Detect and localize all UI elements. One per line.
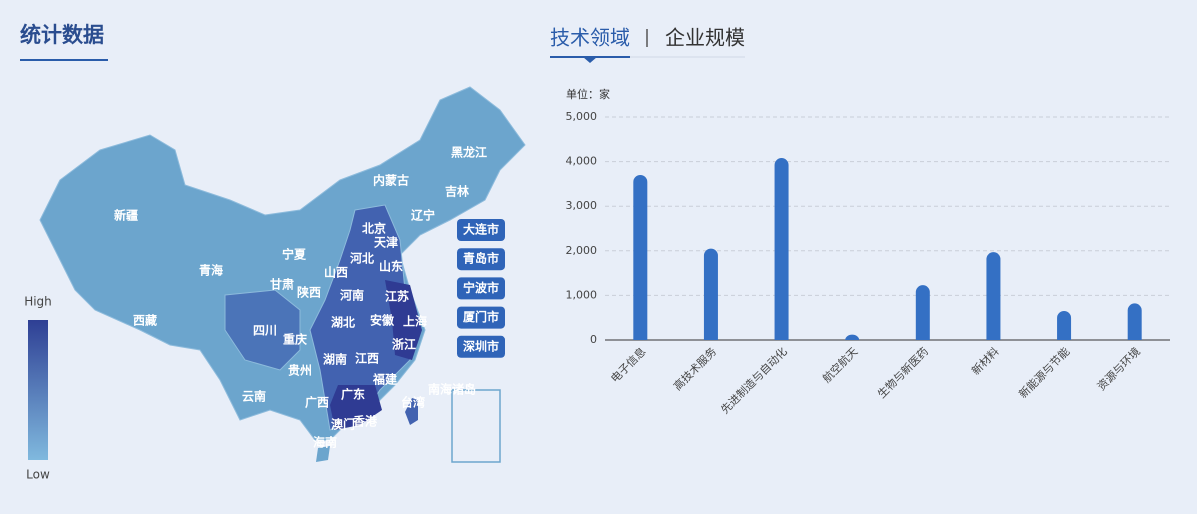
- province-label: 重庆: [283, 332, 307, 347]
- province-label: 湖北: [331, 315, 355, 330]
- map-inset: [451, 389, 501, 463]
- map: [39, 86, 526, 463]
- province-label: 四川: [253, 324, 277, 338]
- province-label: 福建: [372, 372, 398, 387]
- province-label: 贵州: [288, 363, 312, 378]
- x-tick-label: 航空航天: [819, 344, 860, 385]
- province-label: 青海: [199, 263, 223, 278]
- x-tick-label: 新材料: [968, 344, 1001, 377]
- x-tick-label: 高技术服务: [670, 344, 719, 393]
- map-region: [385, 280, 422, 360]
- tab[interactable]: 企业规模: [665, 26, 745, 50]
- city-button-label[interactable]: 宁波市: [463, 280, 499, 295]
- province-label: 台湾: [401, 395, 425, 410]
- bar: [845, 334, 860, 340]
- x-tick-label: 生物与新医药: [874, 344, 931, 401]
- tab-active[interactable]: 技术领域: [550, 26, 630, 50]
- province-label: 海南: [313, 435, 337, 450]
- y-tick-label: 2,000: [566, 244, 598, 257]
- bar: [1057, 311, 1072, 340]
- province-label: 江西: [355, 351, 379, 366]
- y-tick-label: 1,000: [566, 288, 598, 301]
- city-button[interactable]: [457, 335, 505, 358]
- city-button[interactable]: [457, 219, 505, 241]
- province-label: 广西: [305, 395, 329, 410]
- bar: [915, 285, 930, 340]
- city-button-label[interactable]: 厦门市: [463, 309, 499, 324]
- province-label: 辽宁: [411, 208, 435, 223]
- map-island: [405, 398, 418, 425]
- province-label: 浙江: [392, 337, 416, 352]
- legend-high: High: [24, 295, 52, 309]
- section-title: 统计数据: [20, 23, 104, 47]
- province-label: 南海诸岛: [428, 382, 476, 397]
- map-region: [224, 289, 301, 371]
- province-label: 广东: [341, 387, 365, 402]
- map-region: [330, 385, 382, 430]
- province-label: 新疆: [114, 208, 138, 223]
- bar: [633, 174, 648, 340]
- y-tick-label: 4,000: [566, 155, 598, 168]
- city-button-label[interactable]: 大连市: [463, 222, 499, 237]
- x-tick-label: 电子信息: [608, 344, 649, 385]
- y-tick-label: 3,000: [566, 199, 598, 212]
- province-label: 甘肃: [270, 277, 294, 292]
- province-label: 上海: [403, 314, 427, 329]
- legend-low: Low: [26, 468, 50, 482]
- province-label: 吉林: [445, 184, 469, 199]
- tab-caret: [583, 57, 597, 63]
- x-tick-label: 先进制造与自动化: [718, 344, 790, 416]
- province-label: 天津: [374, 235, 398, 250]
- province-label: 西藏: [133, 313, 157, 328]
- legend-gradient: [28, 320, 48, 460]
- province-label: 江苏: [385, 289, 409, 304]
- province-label: 山东: [379, 259, 403, 274]
- bar: [986, 252, 1001, 340]
- province-label: 黑龙江: [451, 145, 487, 160]
- city-button-label[interactable]: 深圳市: [463, 338, 499, 353]
- province-label: 香港: [352, 414, 378, 429]
- y-tick-label: 5,000: [566, 110, 598, 123]
- map-island: [316, 446, 330, 462]
- province-label: 内蒙古: [373, 173, 409, 188]
- province-label: 北京: [362, 221, 386, 236]
- province-label: 安徽: [370, 313, 395, 328]
- province-label: 宁夏: [282, 247, 307, 262]
- x-tick-label: 新能源与节能: [1016, 344, 1073, 401]
- y-tick-label: 0: [590, 333, 597, 346]
- bar: [703, 248, 718, 340]
- province-label: 澳门: [331, 417, 355, 432]
- bar: [1127, 303, 1142, 340]
- province-label: 陕西: [297, 285, 321, 300]
- province-label: 山西: [324, 265, 348, 280]
- province-label: 河南: [339, 288, 364, 303]
- city-button[interactable]: [457, 248, 505, 271]
- x-tick-label: 资源与环境: [1094, 344, 1143, 393]
- bar: [774, 158, 789, 340]
- city-button[interactable]: [457, 277, 505, 300]
- y-axis-unit: 单位：家: [566, 87, 610, 101]
- province-label: 云南: [242, 389, 266, 404]
- city-button-label[interactable]: 青岛市: [463, 251, 499, 266]
- city-button[interactable]: [457, 306, 505, 329]
- province-label: 河北: [349, 251, 374, 266]
- province-label: 湖南: [323, 352, 347, 367]
